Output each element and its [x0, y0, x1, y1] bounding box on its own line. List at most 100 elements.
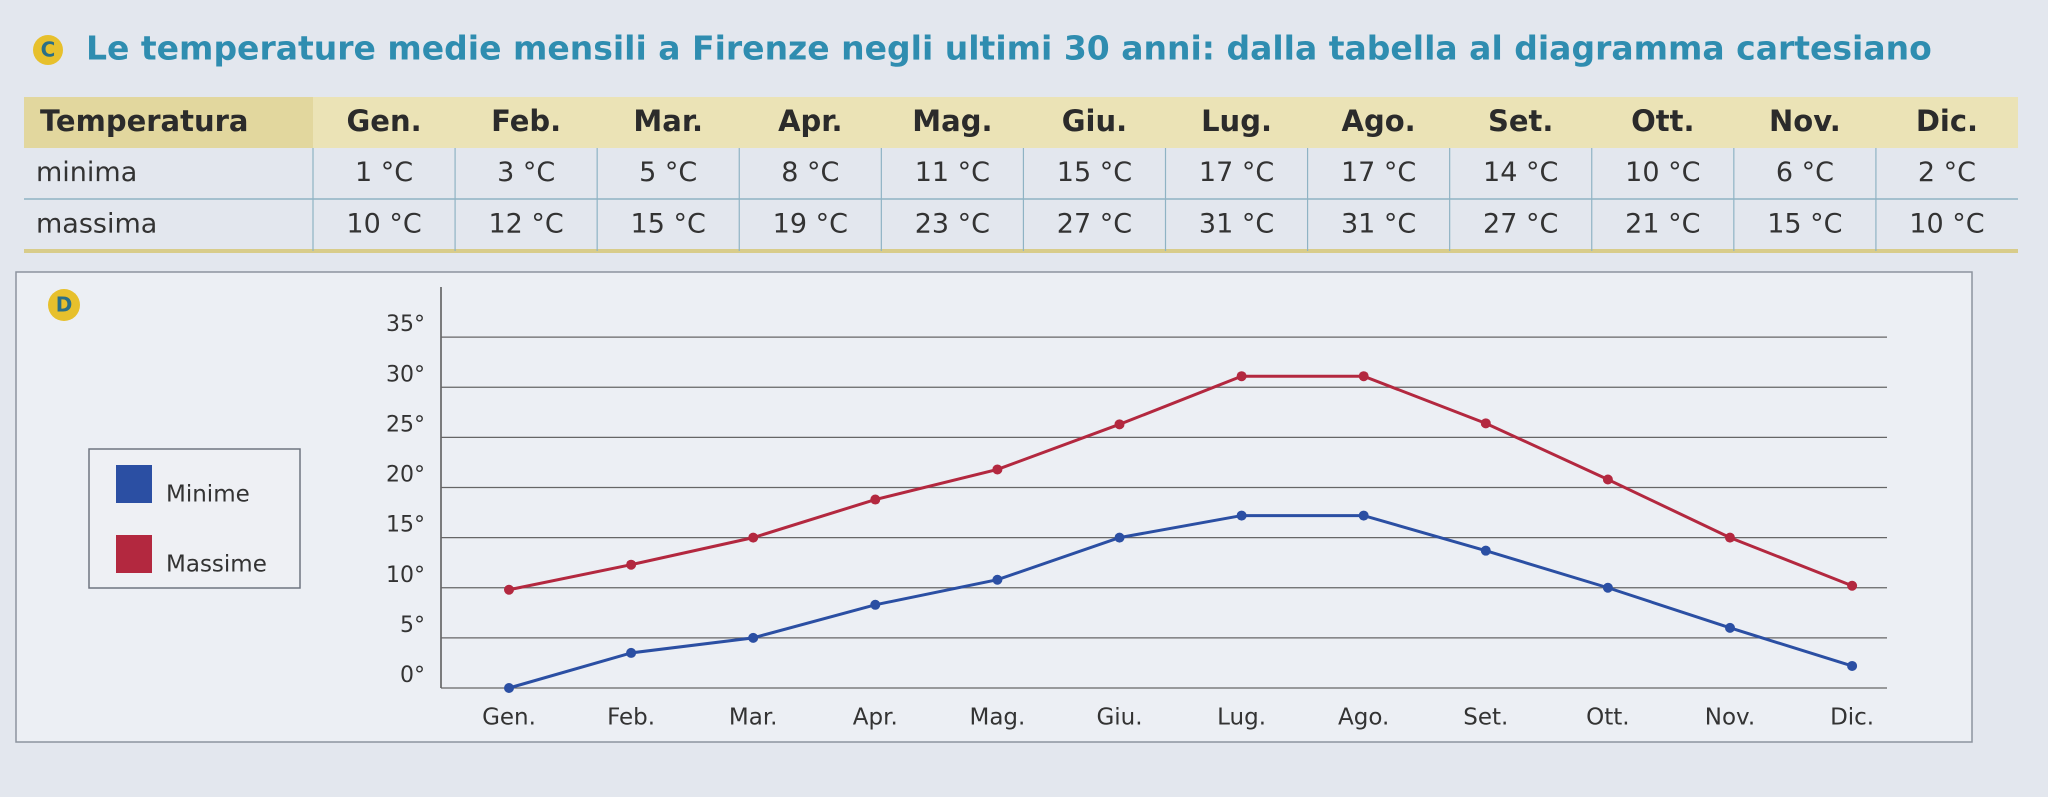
- header-cell: Dic.: [1916, 104, 1978, 138]
- table-cell: 8 °C: [781, 157, 839, 188]
- table-cell: 15 °C: [1767, 209, 1842, 240]
- header-cell: Apr.: [778, 104, 842, 138]
- point: [1480, 545, 1491, 556]
- header-cell: Ago.: [1342, 104, 1416, 138]
- header-cell: Mag.: [912, 104, 992, 138]
- point: [504, 584, 514, 595]
- x-tick-label: Set.: [1463, 705, 1508, 731]
- legend-swatch: [116, 465, 152, 503]
- x-tick-label: Apr.: [853, 705, 898, 731]
- x-tick-label: Ott.: [1586, 705, 1629, 731]
- point: [1114, 532, 1125, 543]
- point: [626, 647, 637, 658]
- y-tick-label: 15°: [386, 513, 425, 538]
- table-cell: 27 °C: [1057, 209, 1132, 240]
- x-tick-label: Dic.: [1830, 705, 1874, 731]
- x-tick-label: Mag.: [969, 705, 1025, 731]
- chart-badge: D: [56, 293, 73, 317]
- header-cell: Gen.: [346, 104, 421, 138]
- table-cell: 12 °C: [488, 209, 563, 240]
- header-cell: Giu.: [1062, 104, 1127, 138]
- x-tick-label: Gen.: [482, 705, 536, 731]
- y-tick-label: 10°: [386, 563, 425, 588]
- table-cell: 31 °C: [1341, 209, 1416, 240]
- series-line: [508, 514, 1853, 690]
- table-cell: 23 °C: [915, 209, 990, 240]
- table-cell: 2 °C: [1918, 157, 1976, 188]
- table-cell: 14 °C: [1483, 157, 1558, 188]
- x-tick-label: Mar.: [729, 705, 778, 731]
- y-tick-label: 30°: [386, 362, 425, 387]
- point: [1114, 419, 1125, 430]
- point: [1602, 582, 1613, 593]
- x-tick-label: Nov.: [1705, 705, 1755, 731]
- table-cell: 15 °C: [631, 209, 706, 240]
- header-cell: Temperatura: [40, 104, 249, 138]
- point: [870, 599, 881, 610]
- point: [992, 574, 1003, 585]
- chart-panel: [15, 271, 1973, 743]
- table-cell: 10 °C: [1625, 157, 1700, 188]
- table-cell: 5 °C: [639, 157, 697, 188]
- table: Temperatura Gen. Feb. Mar. Apr. Mag. Giu. Lug. A…: [24, 97, 2018, 253]
- header-cell: Lug.: [1201, 104, 1272, 138]
- table-cell: 15 °C: [1057, 157, 1132, 188]
- point: [1847, 660, 1858, 671]
- table-cell: 31 °C: [1199, 209, 1274, 240]
- table-cell: 17 °C: [1341, 157, 1416, 188]
- table-cell: 11 °C: [915, 157, 990, 188]
- header-cell: Mar.: [633, 104, 703, 138]
- header-cell: Ott.: [1631, 104, 1694, 138]
- table-cell: massima: [36, 209, 157, 240]
- header-cell: Nov.: [1769, 104, 1841, 138]
- table-cell: 17 °C: [1199, 157, 1274, 188]
- point: [1358, 510, 1369, 521]
- point: [1602, 474, 1613, 485]
- legend-label: Massime: [166, 552, 267, 578]
- point: [1725, 622, 1735, 633]
- table-cell: 6 °C: [1776, 157, 1834, 188]
- legend-label: Minime: [166, 482, 250, 508]
- point: [504, 683, 514, 693]
- header-first-bg: [24, 97, 313, 148]
- x-tick-label: Feb.: [607, 705, 655, 731]
- point: [1236, 371, 1247, 382]
- y-tick-label: 25°: [386, 412, 425, 437]
- table-cell: 10 °C: [346, 209, 421, 240]
- y-tick-label: 35°: [386, 312, 425, 337]
- header-cell: Feb.: [491, 104, 561, 138]
- table-cell: 1 °C: [355, 157, 413, 188]
- table-cell: 3 °C: [497, 157, 555, 188]
- table-cell: 27 °C: [1483, 209, 1558, 240]
- point: [748, 532, 759, 543]
- point: [748, 632, 759, 643]
- point: [1358, 371, 1369, 382]
- point: [1725, 532, 1735, 543]
- y-tick-label: 20°: [386, 463, 425, 488]
- point: [1236, 510, 1247, 521]
- x-tick-label: Lug.: [1217, 705, 1266, 731]
- legend-swatch: [116, 535, 152, 573]
- title: Le temperature medie mensili a Firenze n…: [86, 29, 1932, 68]
- point: [1847, 580, 1858, 591]
- table-cell: 10 °C: [1909, 209, 1984, 240]
- point: [992, 464, 1003, 475]
- plot: 0° 5° 10° 15° 20° 25° 30° 35° Gen. Feb. Mar. Apr. Ma…: [386, 287, 1887, 731]
- title-badge-circle: [33, 35, 63, 65]
- header-cell: Set.: [1488, 104, 1553, 138]
- y-tick-label: 5°: [400, 613, 425, 638]
- table-cell: 21 °C: [1625, 209, 1700, 240]
- point: [626, 559, 637, 570]
- header-bg: [24, 97, 2018, 148]
- table-cell: 19 °C: [773, 209, 848, 240]
- series-line: [508, 374, 1853, 592]
- table-cell: minima: [36, 157, 137, 188]
- point: [1480, 418, 1491, 429]
- y-tick-label: 0°: [400, 663, 425, 688]
- title-badge: C: [41, 38, 56, 62]
- chart-badge-circle: [48, 289, 80, 321]
- point: [870, 494, 881, 505]
- x-tick-label: Giu.: [1096, 705, 1142, 731]
